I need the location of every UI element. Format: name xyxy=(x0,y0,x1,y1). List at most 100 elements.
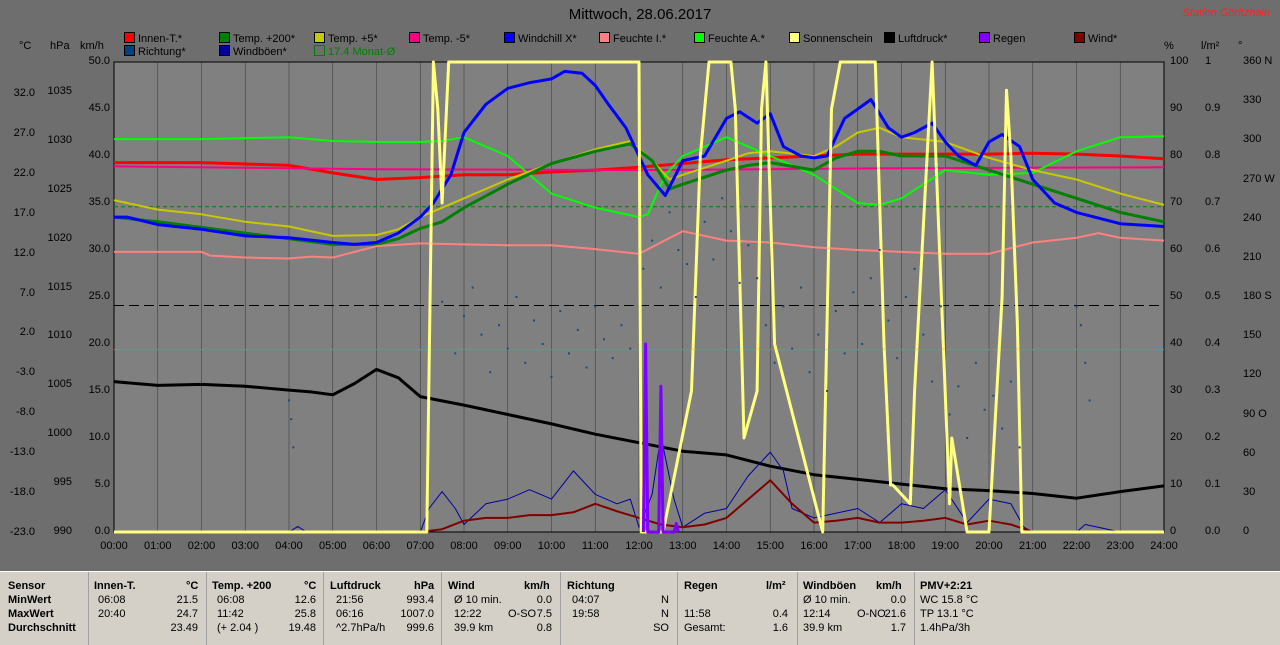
y-tick-temp: -18.0 xyxy=(9,486,35,499)
stats-cell-druck-t: 06:16 xyxy=(336,608,364,620)
y-tick-degree: 210 xyxy=(1243,250,1262,263)
stats-cell-druck-v: 1007.0 xyxy=(400,608,434,620)
direction-point xyxy=(498,324,500,327)
direction-point xyxy=(506,347,509,350)
stats-cell-wind-v: 0.0 xyxy=(536,594,552,606)
x-tick-label: 21:00 xyxy=(1018,540,1047,552)
legend-item-6: Feuchte A.* xyxy=(694,32,765,45)
direction-point xyxy=(817,333,820,336)
direction-point xyxy=(992,394,995,397)
legend-label: Wind* xyxy=(1088,33,1118,45)
legend-item-0: Innen-T.* xyxy=(124,32,182,45)
y-tick-hpa: 1010 xyxy=(47,329,72,342)
direction-point xyxy=(288,399,290,402)
stats-cell-richt-t: 04:07 xyxy=(572,594,600,606)
y-tick-degree: 270 W xyxy=(1243,172,1275,185)
legend-label: Temp. -5* xyxy=(423,33,471,45)
x-tick-label: 23:00 xyxy=(1106,540,1135,552)
direction-points xyxy=(288,197,1091,449)
legend-swatch xyxy=(409,32,420,43)
y-tick-hpa: 1000 xyxy=(47,427,72,440)
legend-item-12: Windböen* xyxy=(219,45,287,58)
direction-point xyxy=(659,286,662,289)
direction-point xyxy=(694,296,697,298)
x-tick-label: 20:00 xyxy=(975,540,1003,552)
y-tick-rain: 0.3 xyxy=(1205,384,1221,396)
direction-point xyxy=(489,371,492,374)
x-tick-label: 22:00 xyxy=(1062,540,1091,552)
y-tick-rain: 0.1 xyxy=(1205,478,1221,490)
direction-point xyxy=(642,267,645,270)
direction-point xyxy=(524,361,527,364)
x-tick-label: 12:00 xyxy=(625,540,653,552)
stats-cell-boeen-t: Ø 10 min. xyxy=(803,594,851,606)
stats-cell-boeen-d: O-NO xyxy=(857,608,886,620)
x-tick-label: 13:00 xyxy=(668,540,697,552)
legend-label: Temp. +5* xyxy=(328,33,378,45)
y-tick-kmh: 30.0 xyxy=(88,243,110,255)
direction-point xyxy=(686,263,689,266)
x-tick-label: 09:00 xyxy=(493,540,522,552)
series-line-sonnenschein xyxy=(114,60,1164,534)
series-line-windchill-x- xyxy=(114,69,1165,246)
y-tick-degree: 150 xyxy=(1243,329,1262,342)
direction-point xyxy=(931,380,934,383)
direction-point xyxy=(712,258,715,261)
x-tick-label: 07:00 xyxy=(406,540,435,552)
direction-point xyxy=(533,319,535,322)
stats-cell-regen-v: 0.4 xyxy=(772,608,788,620)
stats-cell-druck-t: 21:56 xyxy=(336,594,364,606)
y-tick-degree: 180 S xyxy=(1243,290,1272,302)
series-lines xyxy=(113,60,1165,534)
series-line-feuchte-i- xyxy=(114,230,1165,260)
legend-swatch xyxy=(599,32,610,43)
stats-header-druck: Luftdruck xyxy=(330,580,381,592)
unit-degree: ° xyxy=(1238,40,1243,52)
direction-point xyxy=(454,352,457,355)
y-tick-percent: 0 xyxy=(1170,525,1177,537)
y-tick-temp: -13.0 xyxy=(9,446,35,459)
stats-panel: Sensor Innen-T. °C Temp. +200 °C Luftdru… xyxy=(0,571,1280,645)
series-line-windb-en- xyxy=(114,435,1164,533)
legend-item-4: Windchill X* xyxy=(504,32,577,45)
y-tick-percent: 30 xyxy=(1170,384,1183,396)
station-name: Station Göritzhain xyxy=(1182,7,1270,19)
direction-point xyxy=(861,343,864,345)
y-tick-hpa: 990 xyxy=(53,525,72,537)
stats-cell-innen-v: 21.5 xyxy=(176,594,198,606)
legend-item-8: Luftdruck* xyxy=(884,32,948,45)
direction-point xyxy=(966,437,969,439)
legend-label: Sonnenschein xyxy=(803,33,873,45)
legend-swatch xyxy=(979,32,990,43)
stats-cell-boeen-v: 1.7 xyxy=(890,622,906,634)
y-tick-kmh: 5.0 xyxy=(94,478,110,490)
unit-percent: % xyxy=(1164,40,1174,52)
legend-item-9: Regen xyxy=(979,32,1025,45)
direction-point xyxy=(913,267,916,270)
direction-point xyxy=(756,277,759,280)
unit-hpa: hPa xyxy=(50,40,70,52)
y-tick-kmh: 40.0 xyxy=(88,149,110,161)
legend-swatch xyxy=(124,32,135,43)
stats-cell-wind-v: 7.5 xyxy=(536,608,552,620)
unit-rain: l/m² xyxy=(1201,40,1220,52)
y-tick-temp: 32.0 xyxy=(13,87,35,99)
series-line-luftdruck- xyxy=(113,367,1165,500)
stats-cell-innen-t: 20:40 xyxy=(98,608,126,620)
y-tick-rain: 0.5 xyxy=(1205,290,1221,302)
stats-cell-temp-t: 11:42 xyxy=(217,608,244,620)
legend-swatch xyxy=(884,32,895,43)
stats-cell-richt-t: 19:58 xyxy=(572,608,600,620)
y-tick-temp: -3.0 xyxy=(16,366,35,379)
y-tick-percent: 80 xyxy=(1170,149,1183,161)
y-tick-hpa: 1030 xyxy=(47,133,72,146)
legend-label: Innen-T.* xyxy=(138,33,183,45)
y-tick-percent: 20 xyxy=(1170,431,1183,443)
legend-swatch xyxy=(219,45,230,56)
legend-label: Luftdruck* xyxy=(898,33,948,45)
y-tick-kmh: 50.0 xyxy=(88,55,110,67)
y-tick-temp: 17.0 xyxy=(13,206,35,219)
stats-cell-boeen-v: 21.6 xyxy=(884,608,906,620)
series-line-temp-5- xyxy=(113,126,1165,237)
legend-swatch xyxy=(314,45,325,56)
